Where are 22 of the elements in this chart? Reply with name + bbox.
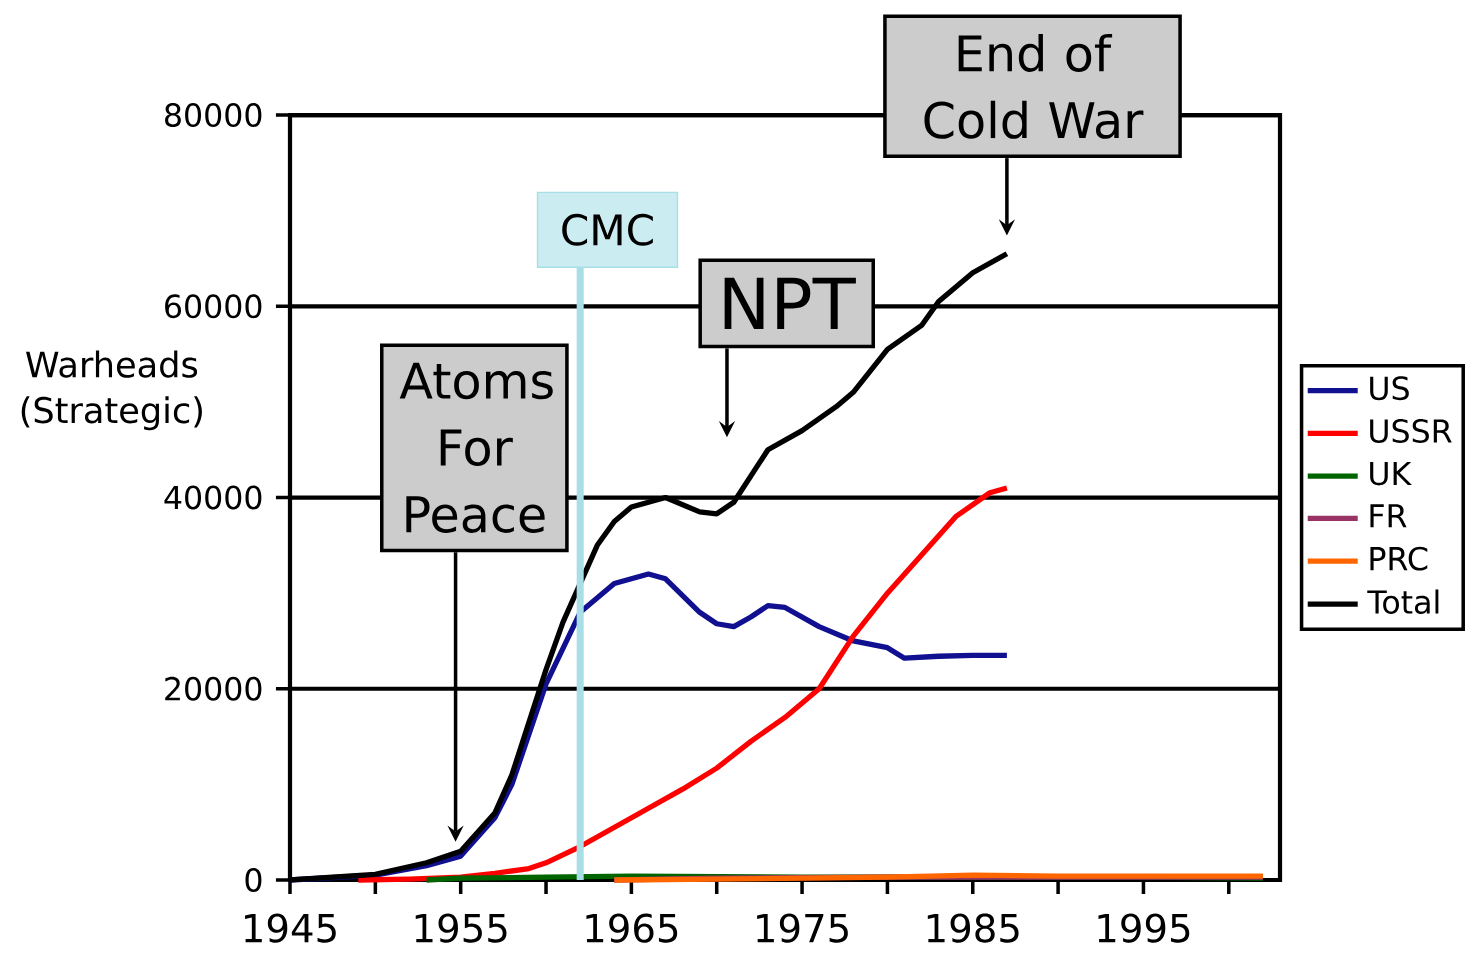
legend-label: PRC — [1370, 546, 1428, 571]
x-tick-label: 1965 — [586, 913, 678, 943]
ref-line-label: CMC — [562, 213, 653, 246]
annotation: NPT — [724, 277, 856, 330]
x-tick-label: 1945 — [245, 913, 336, 943]
y-axis-title: Warheads (Strategic) — [21, 350, 202, 431]
legend-label: UK — [1370, 461, 1412, 486]
y-tick-label: 60000 — [165, 294, 262, 319]
x-tick-label: 1955 — [415, 913, 507, 943]
y-tick-label: 40000 — [164, 485, 262, 510]
legend-label: USSR — [1370, 419, 1452, 443]
legend-label: Total — [1367, 589, 1439, 614]
annotation: Atoms For Peace — [399, 362, 553, 533]
y-tick-label: 20000 — [165, 676, 262, 701]
annotation: End of Cold War — [924, 33, 1144, 139]
y-tick-label: 80000 — [165, 103, 262, 127]
x-tick-label: 1975 — [757, 913, 848, 943]
x-tick-label: 1985 — [927, 913, 1019, 943]
x-tick-label: 1995 — [1098, 913, 1190, 943]
y-tick-label: 0 — [245, 868, 262, 892]
legend-label: FR — [1370, 504, 1407, 528]
legend-label: US — [1370, 376, 1409, 401]
